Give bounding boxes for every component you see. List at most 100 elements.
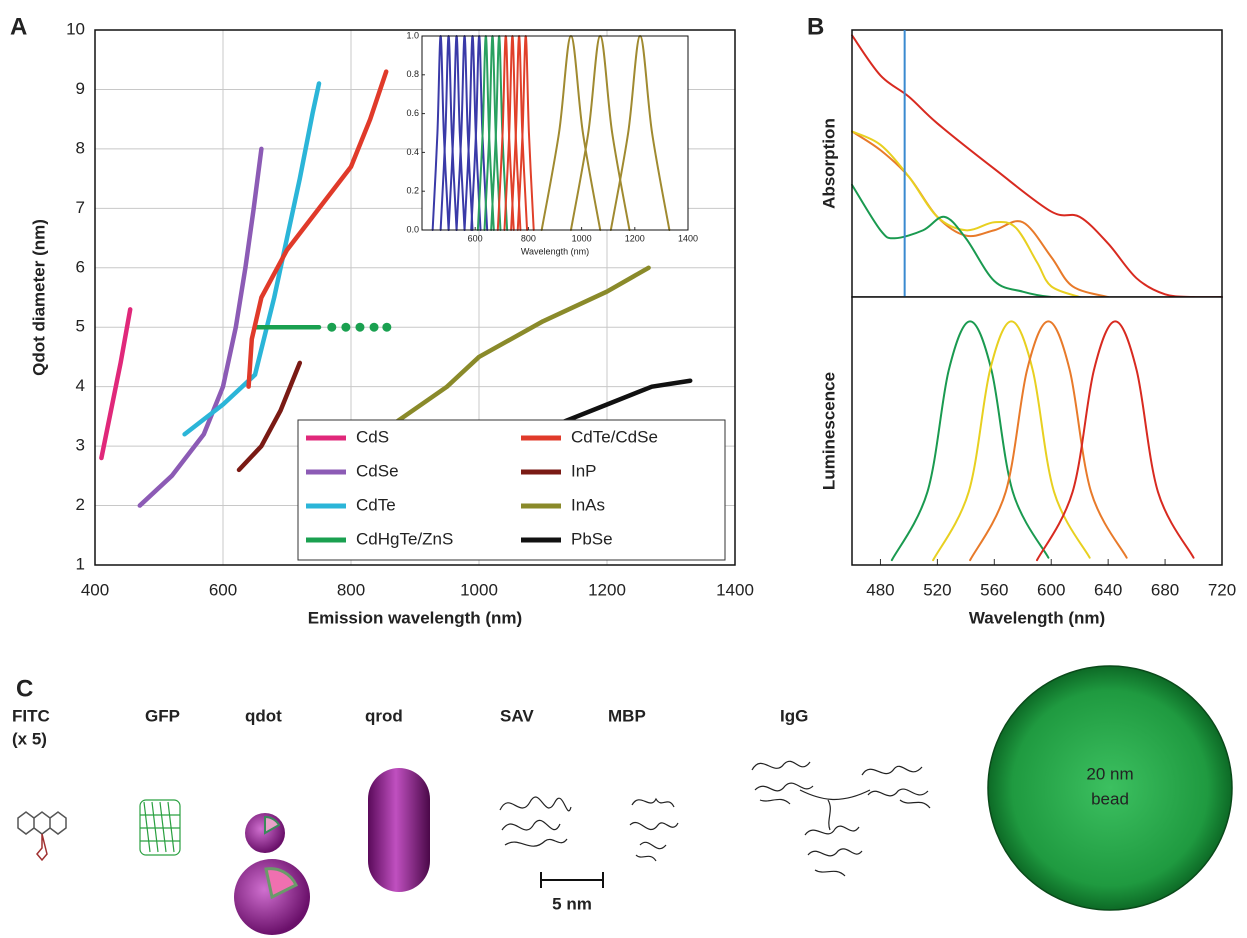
plot: Absorption B [807,13,1223,299]
item-label: FITC [12,706,50,725]
y-tick-label: 0.2 [406,186,419,196]
y-tick-label: 0.6 [406,108,419,118]
series-line [246,69,389,389]
y-axis-label: Absorption [819,118,838,209]
x-tick-label: 1400 [716,580,754,599]
y-tick-label: 4 [76,376,85,395]
item-label: (x 5) [12,729,47,748]
item-label: SAV [500,706,534,725]
legend-box [297,419,726,561]
scale-bar-label: 5 nm [552,894,592,913]
y-tick-label: 0.4 [406,147,419,157]
plot: 0.0 0.2 0.4 0.6 0.8 1.0 600 800 1000 1200 1400 Wave… [406,30,698,256]
x-tick-label: 600 [209,580,237,599]
y-tick-label: 7 [76,198,85,217]
legend-label: CdSe [356,461,399,480]
item-label: GFP [145,706,180,725]
plot-frame [421,35,689,231]
x-tick-label: 720 [1208,580,1236,599]
series-line [559,378,693,425]
y-tick-label: 2 [76,495,85,514]
series-line [137,146,264,508]
plot: 480 520 560 600 640 680 720 Wavelength (nm) Lumi… [819,296,1236,627]
x-tick-label: 480 [866,580,894,599]
y-tick-label: 0.0 [406,224,419,234]
panel-c: C FITC (x 5) GFP qdot qrod SAV MBP IgG [12,665,1233,935]
plot-area [852,297,1222,565]
x-axis-label: Wavelength (nm) [521,246,589,256]
x-tick-label: 1200 [625,233,645,243]
y-tick-label: 8 [76,138,85,157]
series-dot [355,322,365,332]
series-line [182,81,322,437]
legend-label: CdHgTe/ZnS [356,529,453,548]
legend-label: PbSe [571,529,613,548]
item-label: MBP [608,706,646,725]
bead-label: bead [1091,789,1129,808]
protein-structures [499,760,931,877]
series-line [99,307,133,461]
x-tick-label: 1000 [460,580,498,599]
series-line [932,320,1091,562]
x-tick-label: 1200 [588,580,626,599]
x-tick-label: 400 [81,580,109,599]
panel-label: C [16,675,33,702]
x-axis-label: Wavelength (nm) [969,608,1105,627]
plot-frame [94,29,736,566]
legend-label: CdTe [356,495,396,514]
item-label: qrod [365,706,403,725]
x-tick-label: 600 [1037,580,1065,599]
x-tick-label: 520 [923,580,951,599]
qdot-spheres [234,813,310,935]
legend-label: InAs [571,495,605,514]
x-axis-label: Emission wavelength (nm) [308,608,522,627]
x-tick-label: 1400 [678,233,698,243]
legend: CdS CdSe CdTe CdHgTe/ZnS CdTe/CdSe InP InAs PbS… [297,419,726,561]
bead [987,665,1233,911]
item-label: IgG [780,706,808,725]
scale-bar [540,872,604,888]
series-dot [327,322,337,332]
series-line [1036,320,1195,562]
gfp-barrel [139,799,181,856]
qrod [368,768,430,892]
plot: 1 2 3 4 5 6 7 8 9 10 400 600 800 1000 1200 1400 Emission… [10,13,754,627]
series-dot [369,322,379,332]
series-dot [341,322,351,332]
y-tick-label: 1.0 [406,30,419,40]
legend-label: InP [571,461,597,480]
y-tick-label: 6 [76,257,85,276]
y-tick-label: 5 [76,317,85,336]
x-tick-label: 800 [521,233,536,243]
series-dot [382,322,392,332]
y-axis-label: Qdot diameter (nm) [29,219,48,376]
x-tick-label: 560 [980,580,1008,599]
series-line [851,34,1223,299]
series-line [890,320,1050,562]
item-label: qdot [245,706,282,725]
y-tick-label: 9 [76,79,85,98]
series-line [851,130,1110,298]
x-tick-label: 640 [1094,580,1122,599]
series-line [393,265,651,425]
legend-label: CdTe/CdSe [571,427,658,446]
y-tick-label: 3 [76,436,85,455]
plot-area [852,30,1222,297]
series-line [236,360,303,473]
panel-label: A [10,13,27,40]
series-line [969,320,1128,562]
fitc-molecule [17,811,67,862]
series-line [851,183,1081,299]
plot-frame [851,296,1223,566]
x-tick-label: 600 [468,233,483,243]
legend-label: CdS [356,427,389,446]
y-tick-label: 10 [66,19,85,38]
y-tick-label: 1 [76,554,85,573]
bead-label: 20 nm [1086,764,1133,783]
series-line [851,130,1081,298]
y-tick-label: 0.8 [406,69,419,79]
x-tick-label: 800 [337,580,365,599]
x-tick-label: 680 [1151,580,1179,599]
panel-label: B [807,13,824,40]
